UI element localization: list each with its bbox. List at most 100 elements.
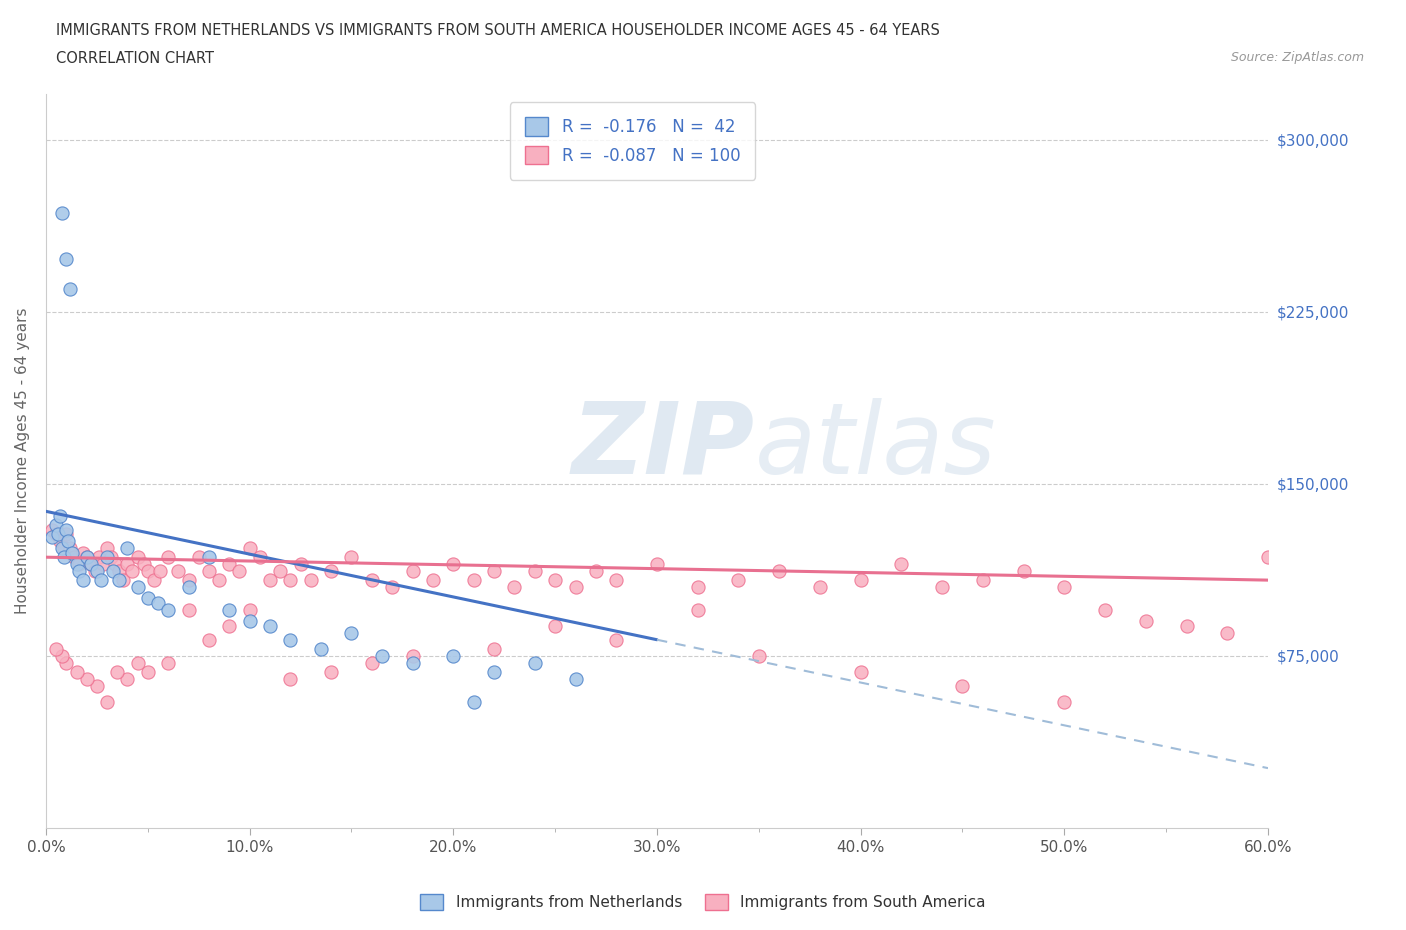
Point	[259, 573, 281, 588]
Point	[280, 573, 302, 588]
Point	[80, 557, 103, 572]
Point	[239, 614, 262, 629]
Point	[96, 550, 118, 565]
Point	[768, 564, 790, 578]
Point	[1135, 614, 1157, 629]
Point	[360, 656, 382, 671]
Point	[96, 694, 118, 709]
Point	[890, 557, 912, 572]
Point	[585, 564, 607, 578]
Point	[239, 603, 262, 618]
Point	[564, 579, 586, 594]
Text: Source: ZipAtlas.com: Source: ZipAtlas.com	[1230, 51, 1364, 64]
Point	[87, 550, 110, 565]
Point	[51, 540, 73, 555]
Point	[931, 579, 953, 594]
Point	[72, 573, 94, 588]
Point	[1175, 618, 1198, 633]
Legend: Immigrants from Netherlands, Immigrants from South America: Immigrants from Netherlands, Immigrants …	[413, 886, 993, 918]
Point	[249, 550, 271, 565]
Point	[100, 550, 122, 565]
Point	[177, 603, 200, 618]
Point	[269, 564, 291, 578]
Y-axis label: Householder Income Ages 45 - 64 years: Householder Income Ages 45 - 64 years	[15, 308, 30, 614]
Point	[340, 550, 363, 565]
Point	[67, 564, 90, 578]
Point	[259, 618, 281, 633]
Point	[218, 557, 240, 572]
Point	[482, 664, 505, 679]
Point	[45, 642, 67, 657]
Point	[290, 557, 312, 572]
Point	[371, 648, 394, 663]
Point	[59, 540, 82, 555]
Point	[55, 252, 77, 267]
Point	[177, 579, 200, 594]
Point	[76, 550, 98, 565]
Text: atlas: atlas	[755, 398, 997, 495]
Point	[1216, 625, 1239, 640]
Point	[72, 545, 94, 560]
Point	[55, 526, 77, 541]
Point	[41, 529, 63, 544]
Point	[686, 603, 709, 618]
Point	[208, 573, 231, 588]
Point	[198, 564, 221, 578]
Point	[117, 557, 139, 572]
Point	[727, 573, 749, 588]
Point	[1257, 550, 1279, 565]
Point	[808, 579, 831, 594]
Point	[340, 625, 363, 640]
Point	[686, 579, 709, 594]
Point	[177, 573, 200, 588]
Text: CORRELATION CHART: CORRELATION CHART	[56, 51, 214, 66]
Point	[63, 550, 86, 565]
Point	[105, 664, 128, 679]
Point	[463, 694, 485, 709]
Point	[146, 595, 169, 610]
Point	[605, 573, 627, 588]
Point	[849, 664, 872, 679]
Point	[103, 564, 125, 578]
Point	[83, 564, 105, 578]
Point	[136, 564, 159, 578]
Point	[90, 573, 112, 588]
Point	[319, 664, 342, 679]
Point	[218, 618, 240, 633]
Point	[55, 523, 77, 538]
Point	[523, 656, 546, 671]
Text: ZIP: ZIP	[572, 398, 755, 495]
Point	[136, 664, 159, 679]
Point	[132, 557, 155, 572]
Point	[127, 550, 149, 565]
Point	[482, 642, 505, 657]
Point	[149, 564, 172, 578]
Point	[45, 526, 67, 541]
Point	[157, 550, 180, 565]
Point	[605, 632, 627, 647]
Point	[1012, 564, 1035, 578]
Point	[55, 656, 77, 671]
Point	[849, 573, 872, 588]
Point	[86, 678, 108, 693]
Point	[319, 564, 342, 578]
Point	[67, 557, 90, 572]
Point	[91, 557, 114, 572]
Point	[58, 534, 80, 549]
Point	[127, 579, 149, 594]
Point	[49, 534, 72, 549]
Text: IMMIGRANTS FROM NETHERLANDS VS IMMIGRANTS FROM SOUTH AMERICA HOUSEHOLDER INCOME : IMMIGRANTS FROM NETHERLANDS VS IMMIGRANT…	[56, 23, 941, 38]
Point	[65, 557, 87, 572]
Point	[299, 573, 322, 588]
Point	[65, 664, 87, 679]
Point	[1053, 579, 1076, 594]
Point	[108, 573, 131, 588]
Point	[53, 540, 76, 555]
Point	[1053, 694, 1076, 709]
Point	[564, 671, 586, 686]
Point	[51, 206, 73, 220]
Point	[401, 648, 423, 663]
Point	[401, 564, 423, 578]
Point	[121, 564, 143, 578]
Legend: R =  -0.176   N =  42, R =  -0.087   N = 100: R = -0.176 N = 42, R = -0.087 N = 100	[510, 102, 755, 179]
